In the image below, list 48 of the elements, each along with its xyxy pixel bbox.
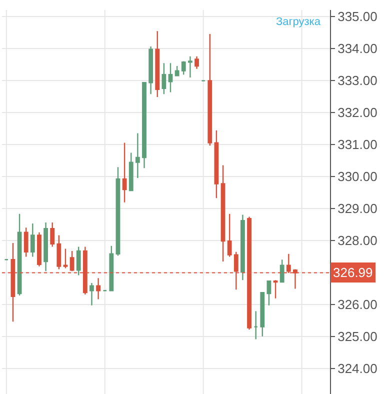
candlestick	[109, 245, 114, 292]
annotation: Загрузка	[276, 16, 322, 28]
candlestick	[208, 33, 212, 146]
candlestick	[116, 166, 120, 256]
y-tick-label: 328.00	[338, 232, 378, 248]
candlestick	[37, 232, 42, 267]
candlestick	[135, 132, 140, 179]
candlestick	[194, 56, 199, 70]
candlestick	[63, 248, 68, 269]
y-tick-label: 326.00	[338, 296, 378, 312]
candlestick	[17, 213, 22, 296]
candlestick	[142, 82, 146, 169]
candlestick	[174, 65, 180, 76]
candlestick	[168, 62, 173, 93]
candlestick	[122, 142, 127, 203]
y-tick-label: 331.00	[338, 136, 378, 152]
y-tick-label: 329.00	[338, 200, 378, 216]
y-tick-label: 333.00	[338, 72, 378, 88]
candlestick	[162, 62, 166, 95]
candlestick	[155, 30, 160, 98]
candlestick	[44, 222, 48, 272]
candlestick	[96, 278, 100, 300]
candlestick	[181, 60, 186, 76]
candlestick	[273, 279, 278, 299]
candlestick	[30, 222, 35, 258]
candlestick	[50, 222, 55, 248]
candlestick	[254, 310, 258, 340]
candlestick	[260, 292, 265, 337]
candlestick	[220, 164, 226, 262]
candlestick	[24, 227, 28, 258]
candlestick	[240, 214, 245, 281]
y-tick-label: 325.00	[338, 328, 378, 344]
candlestick	[128, 152, 134, 192]
candlestick	[56, 234, 62, 270]
candlestick	[90, 282, 94, 306]
candlestick	[76, 246, 81, 276]
y-tick-label: 335.00	[338, 8, 378, 24]
ref-line-label: 326.99	[333, 265, 373, 280]
y-tick-label: 332.00	[338, 104, 378, 120]
y-tick-label: 324.00	[338, 360, 378, 376]
candlestick	[266, 280, 272, 306]
candlestick	[148, 46, 154, 95]
y-tick-label: 330.00	[338, 168, 378, 184]
candlestick	[214, 130, 219, 199]
candlestick	[188, 56, 192, 78]
candlestick	[227, 213, 232, 258]
candlestick	[280, 259, 284, 283]
y-tick-label: 334.00	[338, 40, 378, 56]
